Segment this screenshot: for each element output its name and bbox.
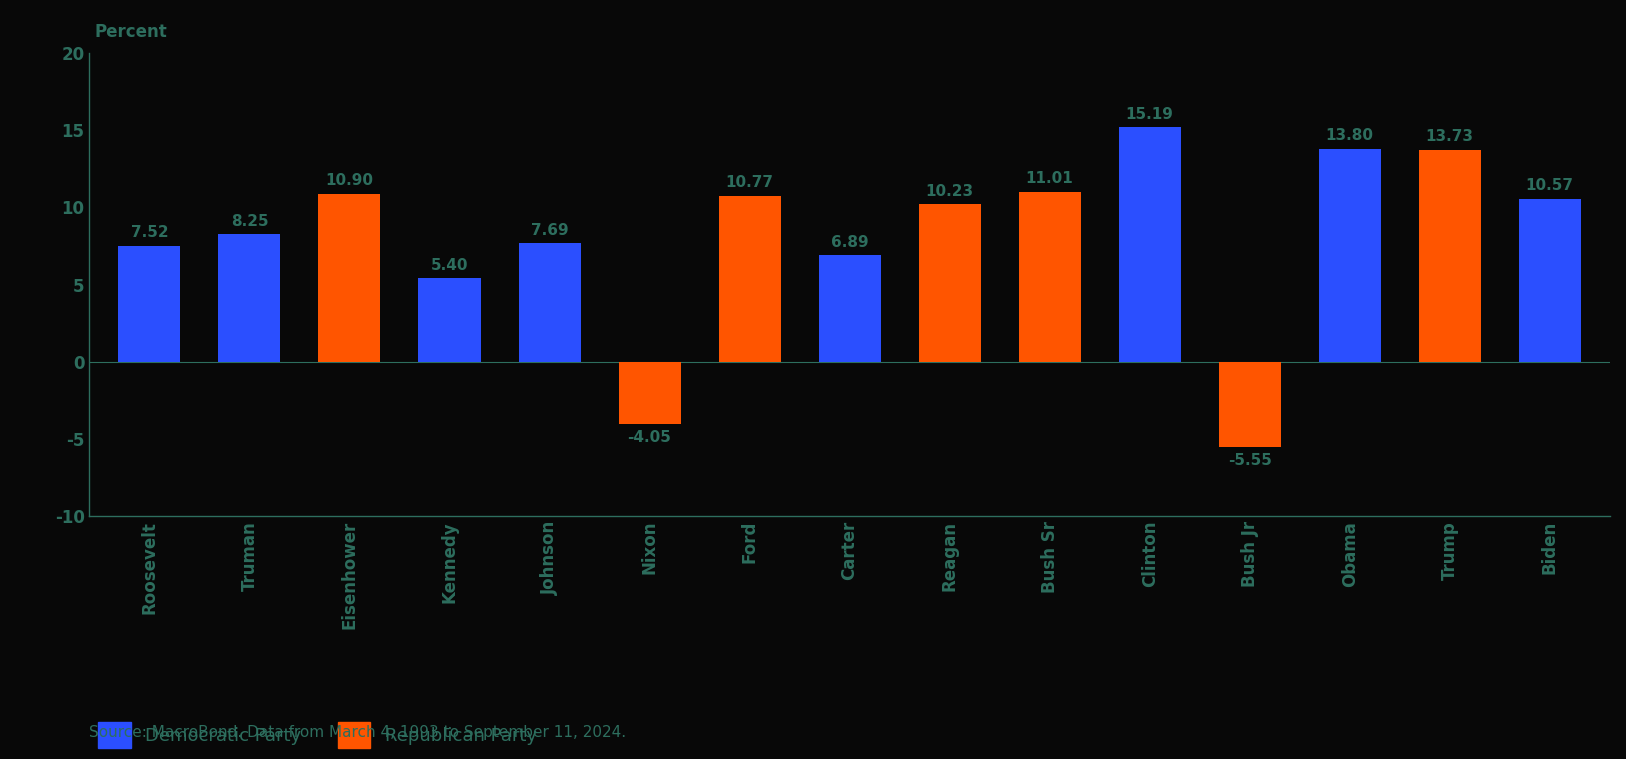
Bar: [319, 194, 380, 362]
Text: Source: MacroBond. Data from March 4, 1993 to September 11, 2024.: Source: MacroBond. Data from March 4, 19…: [89, 725, 626, 740]
Text: 10.90: 10.90: [325, 173, 374, 188]
Bar: [1319, 149, 1380, 362]
Bar: [818, 256, 881, 362]
Text: Percent: Percent: [94, 23, 167, 41]
Text: 13.73: 13.73: [1426, 130, 1473, 144]
Bar: [119, 246, 180, 362]
Text: 11.01: 11.01: [1026, 172, 1073, 187]
Bar: [1018, 192, 1081, 362]
Text: 10.23: 10.23: [925, 184, 974, 199]
Bar: [719, 196, 780, 362]
Bar: [1419, 150, 1481, 362]
Bar: [919, 204, 980, 362]
Text: -5.55: -5.55: [1228, 453, 1272, 468]
Text: 7.69: 7.69: [530, 222, 569, 238]
Bar: [618, 362, 681, 424]
Text: 10.57: 10.57: [1525, 178, 1574, 194]
Text: 13.80: 13.80: [1325, 128, 1374, 143]
Text: 10.77: 10.77: [725, 175, 774, 191]
Text: 15.19: 15.19: [1125, 107, 1174, 122]
Text: 5.40: 5.40: [431, 258, 468, 273]
Bar: [519, 243, 580, 362]
Legend: Democratic Party, Republican Party: Democratic Party, Republican Party: [99, 723, 537, 748]
Bar: [418, 279, 481, 362]
Bar: [1119, 128, 1180, 362]
Bar: [1218, 362, 1281, 448]
Text: 7.52: 7.52: [130, 225, 167, 241]
Text: -4.05: -4.05: [628, 430, 672, 445]
Bar: [218, 235, 280, 362]
Text: 6.89: 6.89: [831, 235, 868, 250]
Bar: [1519, 199, 1580, 362]
Text: 8.25: 8.25: [231, 214, 268, 229]
